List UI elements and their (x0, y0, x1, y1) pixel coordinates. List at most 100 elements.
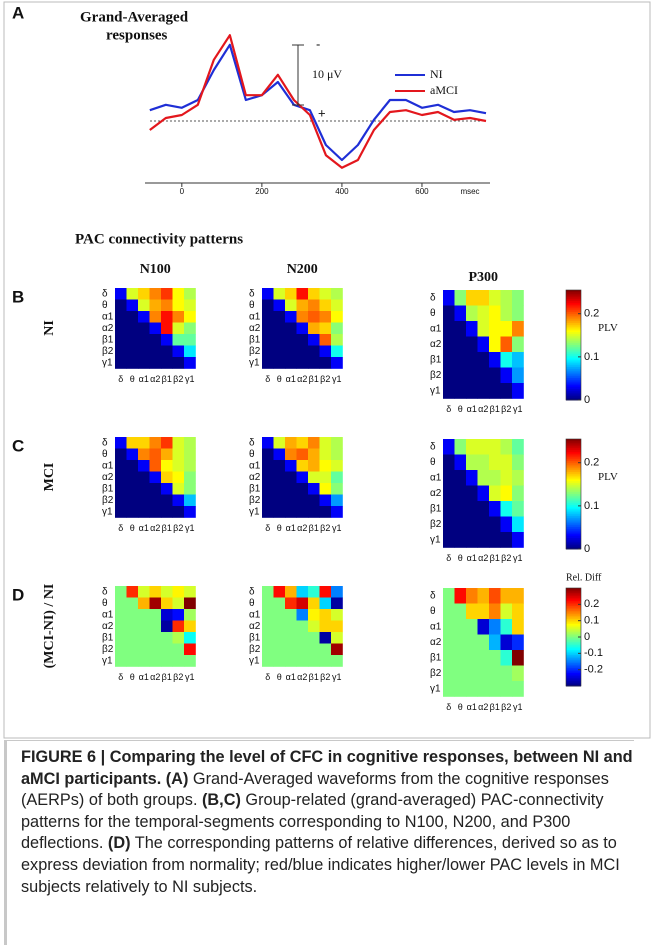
colorbar-step (566, 350, 581, 353)
heatmap-cell (172, 357, 185, 369)
heatmap-cell (149, 506, 162, 518)
heatmap-cell (126, 471, 139, 484)
colorbar-tick-label: 0.2 (584, 457, 599, 469)
column-title: P300 (468, 270, 498, 285)
heatmap-cell (331, 586, 343, 598)
colorbar-step (566, 446, 581, 449)
heatmap-cell (285, 483, 297, 495)
colorbar-step (566, 365, 581, 368)
colorbar-step (566, 392, 581, 395)
heatmap-cell (443, 321, 455, 337)
colorbar-step (566, 291, 581, 295)
colorbar-step (566, 638, 581, 641)
row-band-label: θ (249, 449, 255, 460)
row-band-label: θ (430, 457, 436, 468)
colorbar-step (566, 376, 581, 379)
heatmap-cell (331, 288, 343, 300)
heatmap-cell (172, 322, 185, 335)
heatmap-cell (466, 681, 478, 697)
row-band-label: α1 (430, 323, 442, 334)
heatmap-cell (500, 352, 513, 368)
heatmap-cell (308, 334, 320, 346)
heatmap-cell (489, 681, 501, 697)
heatmap-cell (512, 305, 524, 322)
heatmap-cell (500, 321, 513, 337)
row-band-label: δ (430, 590, 436, 601)
heatmap-cell (454, 634, 467, 651)
heatmap-cell (443, 336, 455, 353)
col-band-label: β1 (490, 404, 500, 414)
col-band-label: β2 (173, 672, 183, 682)
x-tick-label: 600 (415, 187, 429, 196)
heatmap-cell (273, 632, 286, 644)
heatmap-cell (466, 634, 478, 651)
row-band-label: θ (102, 449, 108, 460)
heatmap-cell (454, 336, 467, 353)
row-band-label: δ (102, 437, 108, 448)
heatmap-cell (285, 620, 297, 633)
heatmap-cell (262, 655, 274, 667)
heatmap-cell (262, 609, 274, 621)
heatmap-cell (477, 290, 490, 306)
row-band-label: γ1 (102, 506, 113, 517)
row-band-label: α1 (430, 472, 442, 483)
heatmap-cell (308, 609, 320, 621)
row-band-label: δ (430, 441, 436, 452)
heatmap-cell (126, 586, 139, 598)
heatmap-cell (149, 494, 162, 507)
colorbar-step (566, 630, 581, 633)
heatmap-cell (477, 516, 490, 533)
heatmap-cell (273, 655, 286, 667)
heatmap-cell (477, 485, 490, 502)
heatmap-cell (138, 643, 150, 656)
heatmap-cell (138, 334, 150, 346)
dynamic-content: 0 200 400 600 msec NI aMCI 10 μV - + N100 N200 P300 B… (12, 34, 618, 712)
colorbar-step (566, 451, 581, 455)
colorbar-step (566, 339, 581, 342)
heatmap-cell (126, 609, 139, 621)
row-band-label: α1 (249, 311, 261, 322)
heatmap-cell (500, 336, 513, 353)
heatmap-cell (149, 357, 162, 369)
caption-text: Group-related (grand-averaged) PAC-conne… (21, 791, 604, 853)
heatmap-cell (296, 345, 309, 358)
heatmap-cell (489, 383, 501, 399)
heatmap-cell (285, 632, 297, 644)
col-band-label: β1 (490, 702, 500, 712)
heatmap-cell (296, 597, 309, 610)
heatmap-cell (454, 352, 467, 368)
col-band-label: α2 (150, 374, 160, 384)
col-band-label: β2 (320, 523, 330, 533)
heatmap-cell (477, 681, 490, 697)
heatmap-cell (489, 634, 501, 651)
col-band-label: θ (458, 404, 463, 414)
colorbar-step (566, 658, 581, 661)
colorbar-step (566, 486, 581, 489)
colorbar-step (566, 503, 581, 506)
col-band-label: β1 (490, 553, 500, 563)
colorbar-step (566, 475, 581, 478)
colorbar-step (566, 459, 581, 462)
heatmap-cell (172, 460, 185, 472)
colorbar-step (566, 394, 581, 397)
col-band-label: β2 (173, 523, 183, 533)
heatmap-cell (138, 494, 150, 507)
colorbar-step (566, 461, 581, 464)
colorbar-step (566, 383, 581, 386)
legend-label: aMCI (430, 83, 458, 97)
heatmap-cell (262, 643, 274, 656)
heatmap-cell (149, 586, 162, 598)
heatmap-cell (285, 437, 297, 449)
heatmap-cell (273, 643, 286, 656)
heatmap-cell (161, 357, 173, 369)
colorbar-step (566, 301, 581, 304)
heatmap-cell (285, 322, 297, 335)
colorbar-step (566, 645, 581, 648)
heatmap-cell (477, 470, 490, 486)
heatmap-cell (477, 588, 490, 604)
row-band-label: β2 (430, 519, 442, 530)
heatmap-cell (161, 632, 173, 644)
col-band-label: β2 (501, 404, 511, 414)
column-title: N100 (140, 262, 171, 277)
heatmap-cell (262, 437, 274, 449)
